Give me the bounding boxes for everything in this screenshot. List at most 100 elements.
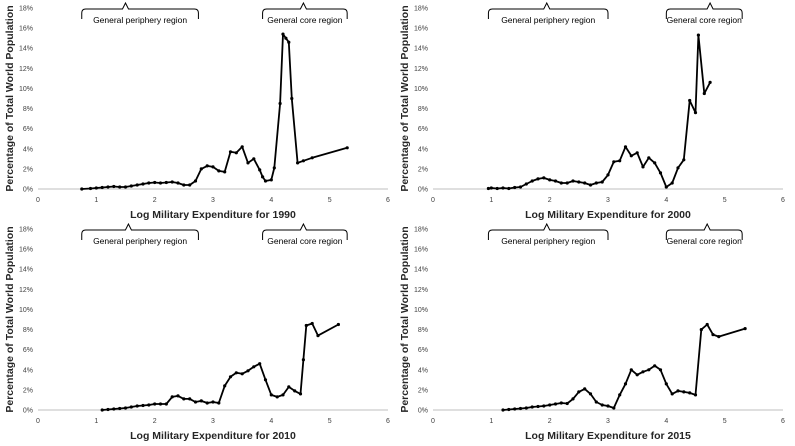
data-point [641, 370, 645, 374]
x-tick-label: 3 [211, 418, 215, 425]
x-tick-label: 3 [606, 197, 610, 204]
data-point [135, 404, 139, 408]
series-line [81, 33, 348, 190]
region-label: General periphery region [93, 15, 187, 25]
data-point [199, 399, 203, 403]
y-tick-label: 14% [19, 46, 33, 53]
data-point [565, 401, 569, 406]
y-tick-label: 4% [23, 146, 33, 153]
x-tick-label: 4 [269, 197, 273, 204]
region-brace [665, 1, 743, 19]
data-point [188, 183, 192, 187]
data-point [304, 323, 308, 328]
data-point [182, 397, 186, 401]
data-point [252, 365, 256, 369]
x-tick-label: 6 [781, 197, 785, 204]
data-point [658, 368, 663, 372]
y-tick-label: 6% [418, 347, 428, 354]
region-brace [81, 1, 199, 19]
data-point [635, 151, 639, 155]
data-point [182, 183, 186, 187]
x-tick-label: 5 [723, 197, 727, 204]
data-point [548, 403, 552, 407]
data-point [310, 156, 314, 160]
data-point [246, 369, 250, 373]
x-tick-label: 3 [606, 418, 610, 425]
region-label: General core region [667, 236, 742, 246]
data-point [588, 392, 593, 396]
data-point [530, 179, 534, 183]
data-point [228, 375, 233, 379]
data-point [100, 408, 104, 412]
x-axis-title: Log Military Expenditure for 2015 [525, 430, 691, 442]
data-point [688, 98, 692, 103]
data-point [158, 181, 163, 185]
y-tick-label: 10% [19, 86, 33, 93]
y-tick-label: 12% [414, 66, 428, 73]
data-point [153, 402, 157, 406]
region-brace [665, 222, 743, 240]
region-label: General core region [267, 236, 342, 246]
y-tick-label: 10% [414, 307, 428, 314]
region-label: General periphery region [93, 236, 187, 246]
data-point [618, 393, 622, 397]
data-point [553, 402, 558, 406]
y-tick-label: 0% [418, 187, 428, 194]
data-point [612, 160, 616, 164]
data-point [658, 171, 663, 175]
x-tick-label: 4 [269, 418, 273, 425]
data-point [647, 368, 651, 372]
data-point [234, 371, 238, 375]
y-tick-label: 10% [414, 86, 428, 93]
data-point [553, 179, 558, 183]
x-tick-label: 5 [328, 197, 332, 204]
data-point [205, 164, 209, 168]
region-label: General core region [267, 15, 342, 25]
data-point [571, 397, 575, 401]
y-tick-label: 4% [418, 146, 428, 153]
data-point [501, 186, 505, 190]
y-tick-label: 0% [23, 187, 33, 194]
y-tick-label: 2% [23, 166, 33, 173]
data-point [577, 180, 581, 184]
data-point [80, 187, 84, 191]
data-point [542, 404, 546, 408]
data-point [583, 181, 587, 185]
data-point [252, 157, 256, 161]
data-point [670, 392, 674, 396]
data-point [507, 407, 511, 412]
y-tick-label: 8% [23, 327, 33, 334]
data-point [234, 151, 238, 155]
region-label: General core region [667, 15, 742, 25]
data-point [141, 182, 145, 186]
data-point [188, 397, 192, 401]
data-point [682, 158, 686, 162]
data-point [641, 165, 645, 169]
x-axis-title: Log Military Expenditure for 1990 [130, 209, 296, 221]
data-point [223, 170, 227, 174]
data-point [629, 368, 633, 372]
data-point [158, 402, 163, 406]
data-point [536, 177, 540, 181]
data-point [618, 159, 622, 163]
data-point [548, 178, 552, 182]
x-tick-label: 5 [328, 418, 332, 425]
data-point [600, 180, 604, 184]
y-tick-label: 4% [418, 367, 428, 374]
region-brace [262, 1, 348, 19]
data-point [565, 181, 569, 185]
data-point [693, 393, 698, 397]
y-tick-label: 12% [414, 287, 428, 294]
data-point [261, 175, 265, 179]
data-point [164, 180, 168, 185]
y-tick-label: 6% [23, 126, 33, 133]
series-line [102, 322, 339, 411]
data-point [588, 183, 593, 187]
data-point [594, 400, 598, 404]
x-tick-label: 0 [431, 197, 435, 204]
data-point [263, 378, 268, 382]
x-tick-label: 1 [94, 418, 98, 425]
data-point [223, 384, 227, 388]
series-line [502, 323, 746, 411]
